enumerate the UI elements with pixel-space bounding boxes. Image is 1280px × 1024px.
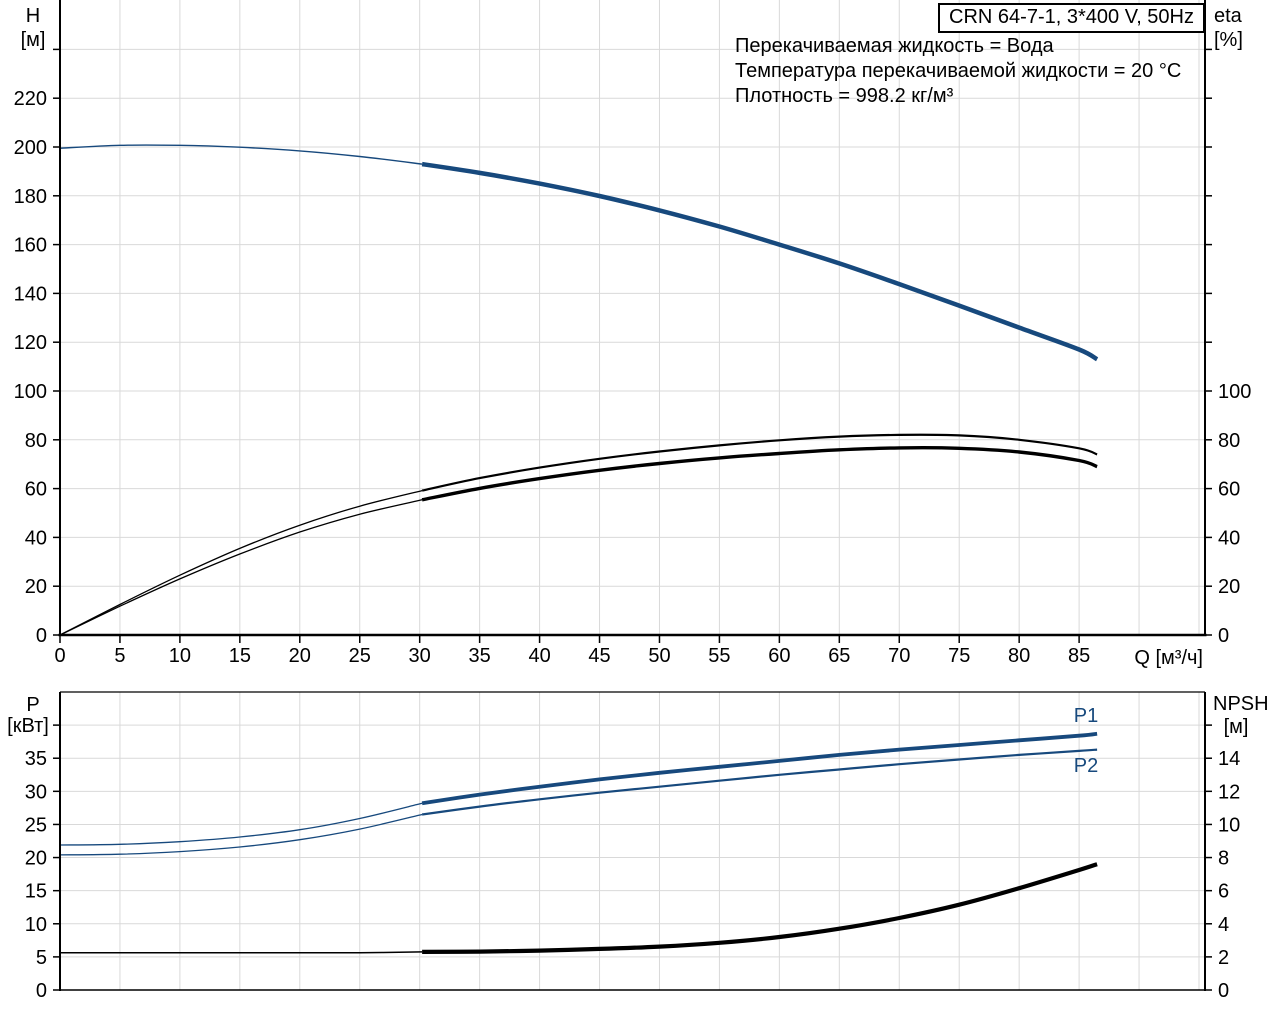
fluid-info-block: Перекачиваемая жидкость = Вода Температу… xyxy=(735,34,1181,109)
svg-text:0: 0 xyxy=(36,625,47,647)
svg-text:0: 0 xyxy=(1218,980,1229,1002)
svg-text:35: 35 xyxy=(25,748,47,770)
svg-text:60: 60 xyxy=(768,645,790,667)
svg-text:5: 5 xyxy=(114,645,125,667)
series-npsh-duty-range xyxy=(422,862,1098,954)
series-eta-total-full-range xyxy=(59,499,423,636)
svg-text:70: 70 xyxy=(888,645,910,667)
svg-text:15: 15 xyxy=(25,881,47,903)
svg-text:20: 20 xyxy=(25,576,47,598)
svg-text:5: 5 xyxy=(36,947,47,969)
svg-text:12: 12 xyxy=(1218,781,1240,803)
svg-text:220: 220 xyxy=(14,88,47,110)
svg-text:100: 100 xyxy=(1218,381,1251,403)
svg-text:25: 25 xyxy=(25,814,47,836)
series-qh-duty-range xyxy=(421,161,1099,362)
series-eta-pump-duty-range xyxy=(421,433,1098,492)
svg-text:10: 10 xyxy=(169,645,191,667)
series-npsh-full-range xyxy=(60,951,423,954)
flow-axis-label: Q [м³/ч] xyxy=(1134,647,1203,669)
svg-text:80: 80 xyxy=(1008,645,1030,667)
series-p2-full-range xyxy=(59,813,423,856)
svg-text:200: 200 xyxy=(14,137,47,159)
gridlines xyxy=(60,0,1205,990)
svg-text:180: 180 xyxy=(14,186,47,208)
svg-text:75: 75 xyxy=(948,645,970,667)
head-axis-unit: [м] xyxy=(20,29,46,51)
npsh-axis-unit: [м] xyxy=(1223,716,1249,738)
svg-text:80: 80 xyxy=(1218,430,1240,452)
svg-text:50: 50 xyxy=(648,645,670,667)
svg-text:10: 10 xyxy=(1218,814,1240,836)
svg-text:0: 0 xyxy=(54,645,65,667)
svg-text:40: 40 xyxy=(1218,527,1240,549)
series-eta-pump-full-range xyxy=(59,489,423,636)
svg-text:35: 35 xyxy=(469,645,491,667)
svg-text:6: 6 xyxy=(1218,881,1229,903)
p1-curve-label: P1 xyxy=(1073,705,1099,727)
svg-text:25: 25 xyxy=(349,645,371,667)
svg-text:140: 140 xyxy=(14,283,47,305)
svg-text:20: 20 xyxy=(25,848,47,870)
eta-axis-label: eta xyxy=(1214,5,1242,27)
series-qh-full-range xyxy=(59,144,423,165)
info-line-density: Плотность = 998.2 кг/м³ xyxy=(735,85,954,107)
info-line-fluid: Перекачиваемая жидкость = Вода xyxy=(735,35,1054,57)
svg-text:10: 10 xyxy=(25,914,47,936)
svg-text:40: 40 xyxy=(25,527,47,549)
svg-text:4: 4 xyxy=(1218,914,1229,936)
npsh-axis-label: NPSH xyxy=(1213,693,1269,715)
svg-text:0: 0 xyxy=(1218,625,1229,647)
svg-text:80: 80 xyxy=(25,430,47,452)
svg-text:60: 60 xyxy=(1218,479,1240,501)
series-eta-total-duty-range xyxy=(421,446,1098,502)
tick-marks xyxy=(53,48,1212,991)
pump-title-box: CRN 64-7-1, 3*400 V, 50Hz xyxy=(938,3,1205,33)
svg-text:45: 45 xyxy=(588,645,610,667)
axes xyxy=(58,0,1207,991)
svg-text:100: 100 xyxy=(14,381,47,403)
svg-text:20: 20 xyxy=(289,645,311,667)
eta-axis-unit: [%] xyxy=(1214,29,1243,51)
svg-text:55: 55 xyxy=(708,645,730,667)
svg-text:2: 2 xyxy=(1218,947,1229,969)
svg-text:14: 14 xyxy=(1218,748,1240,770)
svg-text:60: 60 xyxy=(25,479,47,501)
svg-text:65: 65 xyxy=(828,645,850,667)
svg-text:8: 8 xyxy=(1218,848,1229,870)
power-axis-unit: [кВт] xyxy=(7,715,49,737)
p2-curve-label: P2 xyxy=(1073,755,1099,777)
svg-text:85: 85 xyxy=(1068,645,1090,667)
svg-text:120: 120 xyxy=(14,332,47,354)
svg-text:20: 20 xyxy=(1218,576,1240,598)
tick-labels: 0 5 10 15 20 25 30 35 40 45 50 55 60 65 70 75 80 85020406… xyxy=(14,88,1252,1002)
svg-text:0: 0 xyxy=(36,980,47,1002)
power-axis-label: P xyxy=(26,694,40,716)
curves xyxy=(59,144,1099,954)
info-line-temperature: Температура перекачиваемой жидкости = 20… xyxy=(735,60,1182,82)
svg-text:30: 30 xyxy=(409,645,431,667)
svg-text:40: 40 xyxy=(528,645,550,667)
series-p1-full-range xyxy=(59,802,423,846)
head-axis-label: H xyxy=(25,5,41,27)
series-p1-duty-range xyxy=(421,731,1098,806)
series-p2-duty-range xyxy=(421,748,1098,816)
svg-text:15: 15 xyxy=(229,645,251,667)
svg-text:160: 160 xyxy=(14,235,47,257)
svg-text:30: 30 xyxy=(25,781,47,803)
